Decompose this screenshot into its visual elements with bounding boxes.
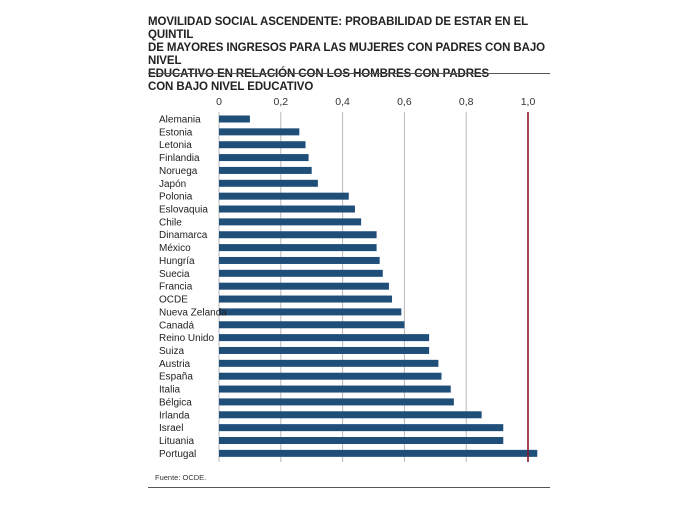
category-label: Suecia — [159, 269, 190, 280]
bar — [219, 411, 482, 419]
category-label: Alemania — [159, 115, 201, 126]
category-label: Israel — [159, 423, 183, 434]
bar — [219, 154, 309, 162]
x-tick-label: 0,8 — [459, 96, 474, 108]
category-label: Japón — [159, 179, 186, 190]
category-label: México — [159, 243, 191, 254]
bar — [219, 141, 306, 149]
bar — [219, 449, 538, 457]
category-label: Austria — [159, 359, 191, 370]
bars — [219, 115, 538, 457]
x-tick-label: 0,4 — [335, 96, 350, 108]
category-label: Reino Unido — [159, 333, 214, 344]
bar — [219, 205, 355, 213]
bar — [219, 231, 377, 239]
category-label: Francia — [159, 282, 193, 293]
title-divider — [148, 73, 550, 74]
bar — [219, 282, 389, 290]
category-label: España — [159, 372, 193, 383]
category-label: Eslovaquia — [159, 205, 208, 216]
bar — [219, 308, 402, 316]
bar — [219, 269, 383, 277]
category-label: Letonia — [159, 140, 192, 151]
bar — [219, 244, 377, 252]
category-label: Finlandia — [159, 153, 200, 164]
category-label: Dinamarca — [159, 230, 208, 241]
bar — [219, 334, 430, 342]
bar — [219, 115, 250, 123]
bar — [219, 295, 393, 303]
bar — [219, 179, 318, 187]
bar — [219, 256, 380, 264]
bar — [219, 385, 451, 393]
category-label: Chile — [159, 217, 182, 228]
bar — [219, 346, 430, 354]
footer-divider — [148, 487, 550, 488]
source-note: Fuente: OCDE. — [155, 473, 207, 482]
bar — [219, 359, 439, 367]
x-tick-label: 0,6 — [397, 96, 412, 108]
category-label: Canadá — [159, 320, 194, 331]
category-label: Irlanda — [159, 410, 190, 421]
bar — [219, 166, 312, 174]
category-label: Noruega — [159, 166, 198, 177]
category-label: Nueva Zelanda — [159, 307, 227, 318]
category-label: Suiza — [159, 346, 184, 357]
x-tick-label: 0,2 — [273, 96, 288, 108]
category-label: Lituania — [159, 436, 194, 447]
category-label: Italia — [159, 385, 181, 396]
bar — [219, 218, 362, 226]
bar — [219, 321, 405, 329]
bar — [219, 192, 349, 200]
x-tick-label: 1,0 — [521, 96, 536, 108]
bar — [219, 424, 504, 432]
bar — [219, 372, 442, 380]
category-label: OCDE — [159, 295, 188, 306]
bar — [219, 398, 454, 406]
x-axis-ticks: 0 0,2 0,4 0,6 0,8 1,0 — [216, 96, 535, 108]
category-label: Estonia — [159, 127, 193, 138]
category-label: Bélgica — [159, 397, 192, 408]
x-tick-label: 0 — [216, 96, 222, 108]
category-label: Hungría — [159, 256, 195, 267]
chart-title: MOVILIDAD SOCIAL ASCENDENTE: PROBABILIDA… — [148, 16, 545, 93]
category-label: Polonia — [159, 192, 193, 203]
bar — [219, 437, 504, 444]
category-label: Portugal — [159, 449, 196, 460]
bar — [219, 128, 300, 136]
